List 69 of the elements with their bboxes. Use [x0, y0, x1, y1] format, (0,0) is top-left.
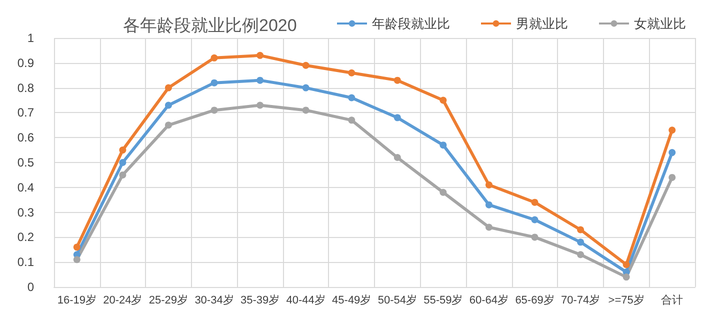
point: [348, 116, 356, 124]
y-tick-label: 0.4: [17, 180, 34, 194]
y-tick-label: 0.3: [17, 205, 34, 220]
point: [348, 69, 356, 76]
point: [302, 106, 310, 114]
x-tick-label: 合计: [661, 294, 684, 306]
point: [485, 201, 492, 208]
point: [668, 174, 676, 181]
point: [73, 244, 80, 251]
x-tick-label: 35-39岁: [240, 294, 280, 306]
point: [348, 94, 356, 102]
x-tick-label: 60-64岁: [469, 294, 509, 306]
y-tick-label: 0.1: [17, 255, 34, 270]
y-tick-label: 0.7: [17, 106, 34, 120]
x-tick-label: 65-69岁: [515, 294, 554, 306]
y-tick-label: 0.6: [17, 130, 34, 145]
x-tick-label: 30-34岁: [194, 294, 234, 306]
point: [440, 142, 447, 149]
legend-label: 女就业比: [634, 16, 686, 31]
point: [210, 106, 218, 114]
point: [210, 54, 218, 62]
point: [440, 188, 447, 196]
x-tick-label: 50-54岁: [378, 294, 417, 306]
point: [577, 251, 584, 258]
point: [622, 261, 630, 268]
x-tick-label: 16-19岁: [57, 294, 96, 306]
point: [485, 224, 492, 231]
x-tick-label: 45-49岁: [332, 294, 372, 306]
y-tick-label: 0.8: [17, 80, 34, 95]
y-tick-label: 0.5: [17, 156, 34, 170]
y-tick-label: 0.9: [17, 56, 34, 70]
legend-label: 男就业比: [516, 16, 568, 31]
point: [531, 216, 538, 224]
point: [164, 84, 172, 92]
point: [577, 226, 584, 234]
point: [119, 146, 126, 154]
point: [394, 154, 401, 162]
point: [210, 79, 218, 86]
point: [119, 159, 126, 166]
point: [394, 114, 401, 122]
point: [164, 122, 172, 129]
point: [440, 96, 447, 104]
legend-label: 年龄段就业比: [372, 16, 450, 31]
y-tick-label: 1: [27, 31, 34, 45]
chart-title: 各年龄段就业比例2020: [123, 16, 297, 35]
y-tick-label: 0.2: [17, 230, 34, 244]
point: [668, 126, 676, 134]
point: [302, 62, 310, 69]
x-tick-label: >=75岁: [608, 294, 644, 306]
x-tick-label: 25-29岁: [148, 294, 188, 306]
point: [531, 198, 538, 206]
x-tick-label: 55-59岁: [424, 294, 463, 306]
point: [668, 149, 676, 156]
point: [164, 102, 172, 109]
point: [622, 274, 630, 281]
point: [577, 238, 584, 246]
x-tick-label: 20-24岁: [103, 294, 142, 306]
point: [302, 84, 310, 92]
x-tick-label: 40-44岁: [286, 294, 326, 306]
point: [256, 52, 264, 59]
point: [485, 181, 492, 188]
point: [119, 171, 126, 178]
x-tick-label: 70-74岁: [560, 294, 600, 306]
point: [256, 102, 264, 109]
point: [256, 76, 264, 84]
y-tick-label: 0: [27, 280, 34, 294]
point: [531, 234, 538, 241]
point: [73, 256, 80, 264]
point: [394, 76, 401, 84]
